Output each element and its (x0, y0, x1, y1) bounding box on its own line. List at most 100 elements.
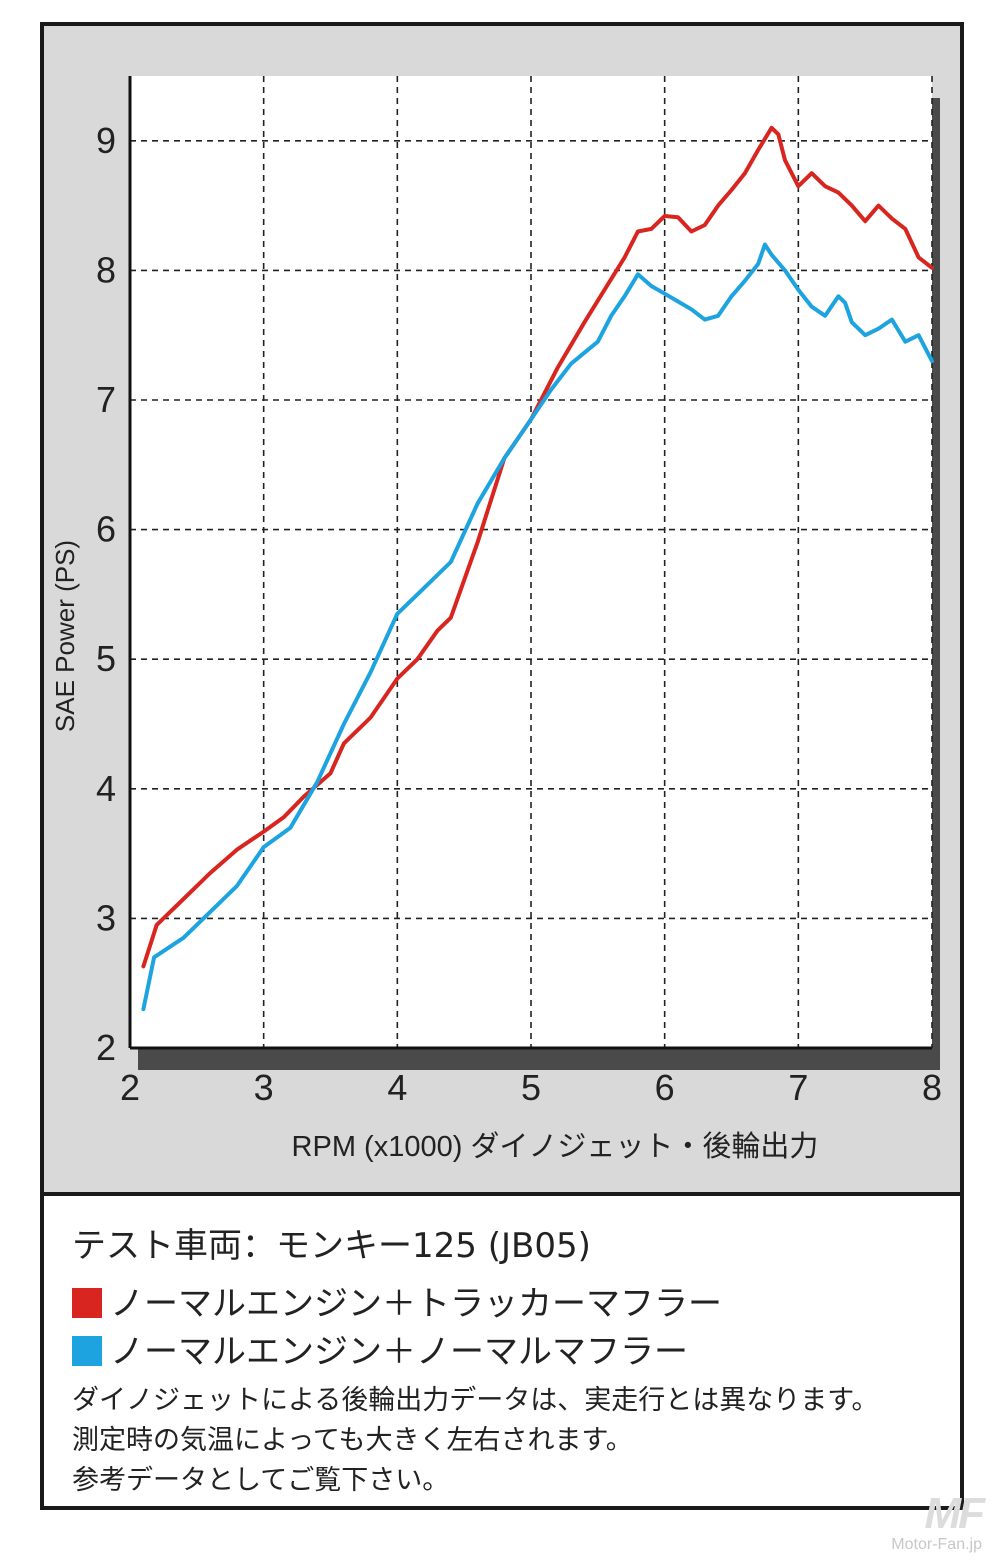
data-point (797, 185, 799, 187)
data-point (904, 341, 906, 343)
data-point (650, 228, 652, 230)
x-axis-label: RPM (x1000) ダイノジェット・後輪出力 (292, 1130, 819, 1163)
data-point (476, 503, 479, 505)
data-point (156, 924, 158, 926)
legend-swatch-blue (72, 1336, 102, 1366)
data-point (303, 795, 305, 798)
note-line: 測定時の気温によっても大きく左右されます。 (72, 1425, 633, 1456)
data-point (637, 230, 639, 233)
data-point (931, 360, 933, 362)
data-point (851, 321, 853, 323)
data-point (904, 228, 906, 230)
figure-frame: 2 3 4 5 6 7 8 2 3 4 5 6 7 8 9 RPM (x1000) ダイノジェット・後輪出力… (40, 22, 964, 1510)
x-tick-label: 3 (254, 1067, 274, 1108)
watermark: MF Motor-Fan.jp (891, 1492, 985, 1554)
legend-item-normal-muffler: ノーマルエンジン＋ノーマルマフラー (72, 1324, 688, 1373)
data-point (623, 256, 626, 259)
data-point (837, 192, 840, 194)
y-tick-label: 5 (96, 638, 116, 679)
note-line: 参考データとしてご覧下さい。 (72, 1465, 450, 1496)
data-point (263, 846, 265, 848)
x-tick-label: 6 (655, 1067, 675, 1108)
data-point (677, 216, 679, 218)
x-tick-label: 2 (120, 1067, 140, 1108)
data-point (370, 716, 372, 719)
data-point (837, 295, 840, 297)
legend-item-tracker-muffler: ノーマルエンジン＋トラッカーマフラー (72, 1276, 722, 1325)
data-point (550, 389, 552, 391)
data-point (142, 1008, 144, 1010)
data-point (744, 280, 746, 282)
y-tick-label: 8 (96, 249, 116, 290)
data-point (730, 295, 733, 297)
data-point (784, 269, 786, 271)
y-tick-label: 3 (96, 897, 116, 938)
legend-panel: テスト車両：モンキー125 (JB05) ノーマルエンジン＋トラッカーマフラー … (44, 1196, 960, 1506)
data-point (664, 293, 666, 295)
data-point (396, 613, 398, 615)
legend-label: ノーマルエンジン＋ノーマルマフラー (110, 1332, 688, 1372)
power-chart: 2 3 4 5 6 7 8 2 3 4 5 6 7 8 9 RPM (x1000) ダイノジェット・後輪出力… (50, 76, 942, 1163)
data-point (704, 319, 706, 321)
data-point (603, 289, 606, 291)
data-point (236, 849, 238, 851)
chart-panel: 2 3 4 5 6 7 8 2 3 4 5 6 7 8 9 RPM (x1000) ダイノジェット・後輪出力… (44, 26, 960, 1196)
data-point (811, 306, 813, 308)
legend-swatch-red (72, 1288, 102, 1318)
data-point (757, 149, 759, 151)
data-point (450, 617, 452, 619)
x-tick-label: 7 (788, 1067, 808, 1108)
data-point (316, 781, 318, 783)
data-point (557, 367, 559, 369)
data-point (891, 319, 893, 321)
data-point (410, 600, 412, 602)
data-point (142, 965, 144, 967)
data-point (476, 541, 479, 544)
data-point (610, 315, 612, 317)
data-point (824, 185, 826, 187)
y-tick-label: 7 (96, 379, 116, 420)
data-point (730, 189, 733, 191)
data-point (764, 243, 766, 246)
test-vehicle-label: テスト車両：モンキー125 (JB05) (72, 1226, 591, 1266)
data-point (450, 561, 452, 563)
legend-label: ノーマルエンジン＋トラッカーマフラー (110, 1284, 722, 1324)
data-point (664, 215, 666, 217)
notes: ダイノジェットによる後輪出力データは、実走行とは異なります。 測定時の気温によっ… (72, 1381, 879, 1501)
data-point (236, 885, 238, 887)
y-tick-label: 9 (96, 120, 116, 161)
data-point (283, 816, 285, 818)
y-tick-label: 2 (96, 1027, 116, 1068)
data-point (343, 723, 345, 725)
data-point (343, 742, 345, 745)
data-point (637, 273, 639, 275)
data-point (744, 172, 746, 174)
data-point (370, 671, 372, 673)
data-point (864, 334, 866, 336)
data-point (797, 289, 799, 291)
data-point (918, 334, 920, 336)
data-point (891, 217, 893, 220)
data-point (416, 658, 418, 660)
data-point (877, 328, 880, 330)
site-name: Motor-Fan.jp (891, 1536, 982, 1553)
data-point (704, 224, 706, 226)
data-point (717, 315, 719, 317)
data-point (329, 772, 332, 774)
x-tick-label: 5 (521, 1067, 541, 1108)
data-point (503, 457, 505, 459)
note-line: ダイノジェットによる後輪出力データは、実走行とは異なります。 (72, 1385, 879, 1416)
data-point (777, 133, 779, 135)
data-point (931, 267, 933, 269)
y-tick-label: 4 (96, 768, 116, 809)
data-point (690, 230, 693, 233)
data-point (677, 300, 679, 303)
data-point (771, 254, 773, 256)
data-point (436, 630, 439, 632)
data-point (851, 205, 853, 207)
data-point (583, 321, 586, 323)
data-point (289, 827, 291, 829)
data-point (182, 898, 185, 900)
data-point (623, 295, 626, 297)
data-point (263, 830, 265, 833)
